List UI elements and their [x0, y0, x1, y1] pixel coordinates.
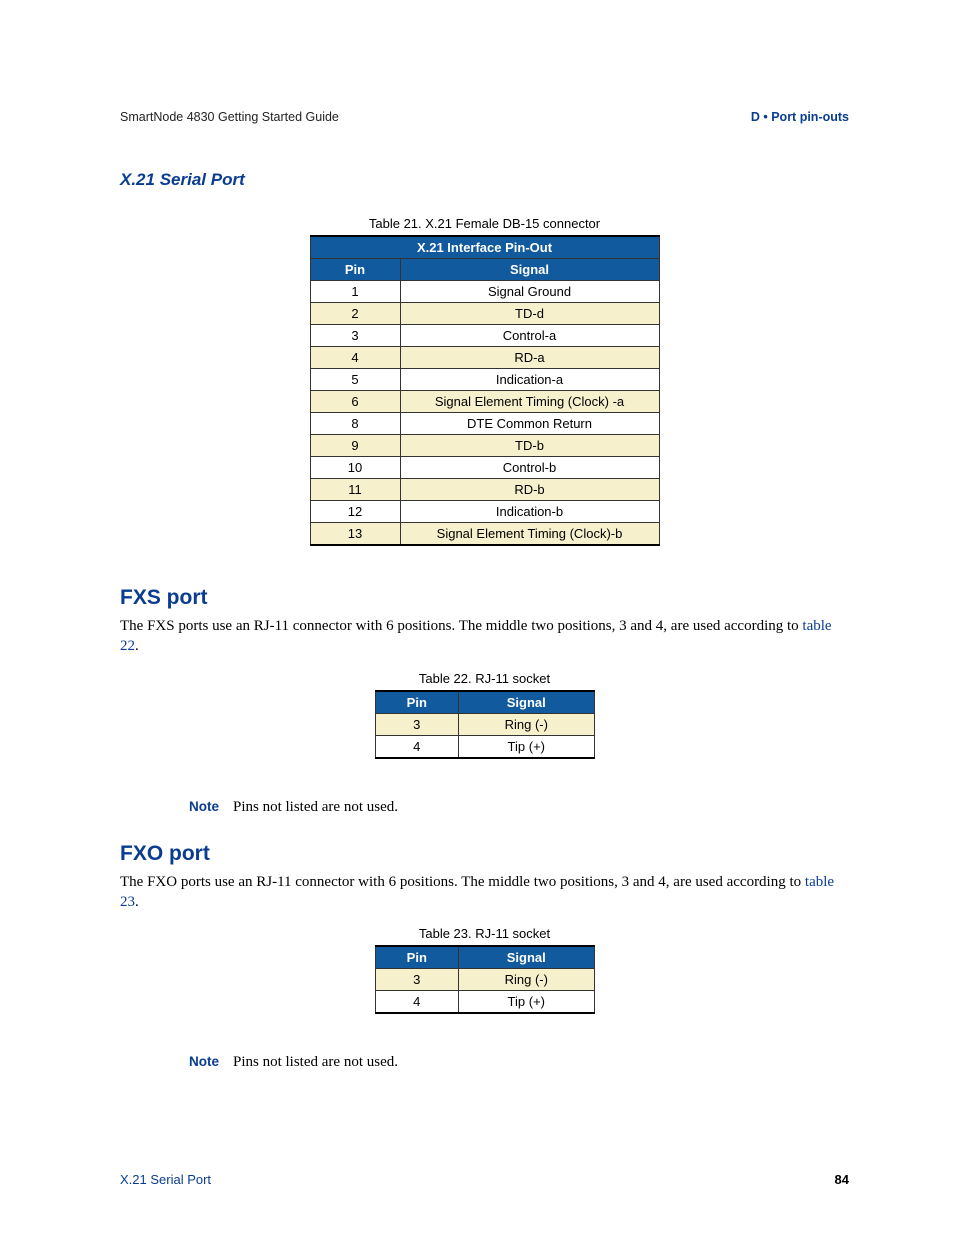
table21-col-signal: Signal — [400, 259, 659, 281]
table-row: 4Tip (+) — [375, 735, 594, 758]
page: SmartNode 4830 Getting Started Guide D •… — [0, 0, 954, 1235]
table21: X.21 Interface Pin-Out Pin Signal 1Signa… — [310, 235, 660, 546]
table-row: 9TD-b — [310, 435, 659, 457]
table-row: 3Ring (-) — [375, 713, 594, 735]
table22-col-signal: Signal — [459, 691, 594, 714]
table-row: 5Indication-a — [310, 369, 659, 391]
section-heading-fxo: FXO port — [120, 842, 849, 866]
fxo-body: The FXO ports use an RJ-11 connector wit… — [120, 872, 849, 913]
table-row: 4Tip (+) — [375, 991, 594, 1014]
table-row: 13Signal Element Timing (Clock)-b — [310, 523, 659, 546]
section-heading-fxs: FXS port — [120, 586, 849, 610]
table-row: 3Ring (-) — [375, 969, 594, 991]
table-row: 6Signal Element Timing (Clock) -a — [310, 391, 659, 413]
running-header: SmartNode 4830 Getting Started Guide D •… — [120, 110, 849, 124]
table21-col-pin: Pin — [310, 259, 400, 281]
table23: Pin Signal 3Ring (-) 4Tip (+) — [375, 945, 595, 1014]
fxo-body-post: . — [135, 894, 139, 910]
fxs-body: The FXS ports use an RJ-11 connector wit… — [120, 616, 849, 657]
table-row: 12Indication-b — [310, 501, 659, 523]
footer-right: 84 — [835, 1172, 849, 1187]
table23-col-pin: Pin — [375, 946, 459, 969]
note-text: Pins not listed are not used. — [233, 1054, 398, 1071]
running-footer: X.21 Serial Port 84 — [120, 1172, 849, 1187]
table-row: 10Control-b — [310, 457, 659, 479]
header-right: D • Port pin-outs — [751, 110, 849, 124]
table22: Pin Signal 3Ring (-) 4Tip (+) — [375, 690, 595, 759]
header-left: SmartNode 4830 Getting Started Guide — [120, 110, 339, 124]
table21-span-header: X.21 Interface Pin-Out — [310, 236, 659, 259]
table23-col-signal: Signal — [459, 946, 594, 969]
table22-caption: Table 22. RJ-11 socket — [120, 671, 849, 686]
table-row: 8DTE Common Return — [310, 413, 659, 435]
table21-caption: Table 21. X.21 Female DB-15 connector — [120, 216, 849, 231]
fxo-body-pre: The FXO ports use an RJ-11 connector wit… — [120, 874, 805, 890]
fxs-body-pre: The FXS ports use an RJ-11 connector wit… — [120, 618, 802, 634]
note-label: Note — [175, 799, 219, 814]
table-row: 1Signal Ground — [310, 281, 659, 303]
table-row: 3Control-a — [310, 325, 659, 347]
note-text: Pins not listed are not used. — [233, 799, 398, 816]
table23-caption: Table 23. RJ-11 socket — [120, 926, 849, 941]
fxo-note: Note Pins not listed are not used. — [175, 1054, 849, 1071]
footer-left: X.21 Serial Port — [120, 1172, 211, 1187]
note-label: Note — [175, 1054, 219, 1069]
fxs-body-post: . — [135, 638, 139, 654]
table-row: 2TD-d — [310, 303, 659, 325]
fxs-note: Note Pins not listed are not used. — [175, 799, 849, 816]
table-row: 11RD-b — [310, 479, 659, 501]
table-row: 4RD-a — [310, 347, 659, 369]
section-title-x21: X.21 Serial Port — [120, 170, 849, 190]
table22-col-pin: Pin — [375, 691, 459, 714]
